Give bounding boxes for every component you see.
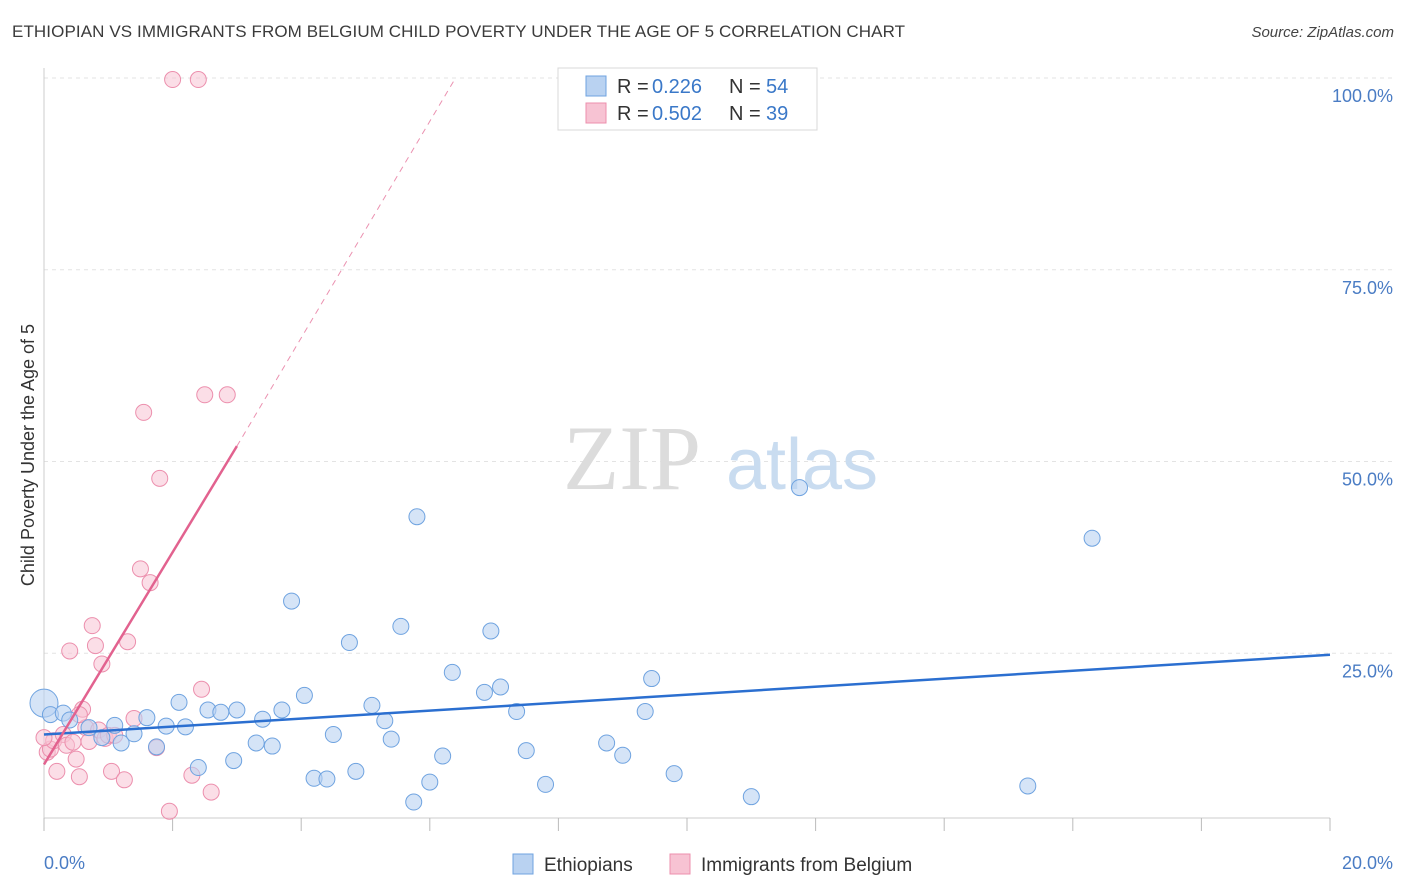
trend-line-belgium-extension xyxy=(236,77,456,447)
point-ethiopians xyxy=(212,703,230,721)
gridlines xyxy=(44,77,1392,654)
point-belgium xyxy=(189,71,207,89)
point-belgium xyxy=(48,762,66,780)
series-legend-label-ethiopians: Ethiopians xyxy=(544,855,633,876)
point-ethiopians xyxy=(636,703,654,721)
point-ethiopians xyxy=(742,788,760,806)
point-ethiopians xyxy=(93,729,111,747)
point-belgium xyxy=(67,750,85,768)
legend-n-value-ethiopians: 54 xyxy=(766,76,788,98)
x-tick-label-max: 20.0% xyxy=(1342,853,1393,873)
legend-r-label-belgium: R = xyxy=(617,103,649,125)
point-belgium xyxy=(202,783,220,801)
point-belgium xyxy=(61,642,79,660)
legend-n-value-belgium: 39 xyxy=(766,103,788,125)
point-belgium xyxy=(103,762,121,780)
point-ethiopians xyxy=(295,686,313,704)
legend-swatch-ethiopians xyxy=(585,75,607,97)
y-tick-label: 100.0% xyxy=(1332,86,1393,106)
point-ethiopians xyxy=(475,683,493,701)
point-ethiopians xyxy=(408,508,426,526)
point-ethiopians xyxy=(1019,777,1037,795)
series-ethiopians xyxy=(29,479,1101,811)
point-ethiopians xyxy=(791,479,809,497)
point-ethiopians xyxy=(189,759,207,777)
point-belgium xyxy=(151,469,169,487)
point-ethiopians xyxy=(254,710,272,728)
point-ethiopians xyxy=(138,709,156,727)
point-belgium xyxy=(196,386,214,404)
y-tick-labels: 25.0% 50.0% 75.0% 100.0% xyxy=(1332,86,1393,681)
legend-swatch-belgium xyxy=(585,102,607,124)
point-ethiopians xyxy=(405,793,423,811)
point-belgium xyxy=(218,386,236,404)
point-ethiopians xyxy=(170,693,188,711)
point-ethiopians xyxy=(228,701,246,719)
y-tick-label: 50.0% xyxy=(1342,470,1393,490)
point-ethiopians xyxy=(614,746,632,764)
point-ethiopians xyxy=(340,634,358,652)
point-ethiopians xyxy=(363,696,381,714)
point-ethiopians xyxy=(273,701,291,719)
x-axis-ticks xyxy=(43,818,1331,831)
point-belgium xyxy=(70,768,88,786)
point-belgium xyxy=(164,71,182,89)
point-belgium xyxy=(193,680,211,698)
x-tick-label-min: 0.0% xyxy=(44,853,85,873)
point-belgium xyxy=(160,802,178,820)
point-ethiopians xyxy=(598,734,616,752)
chart-title: ETHIOPIAN VS IMMIGRANTS FROM BELGIUM CHI… xyxy=(12,22,906,41)
legend-r-value-belgium: 0.502 xyxy=(652,103,702,125)
point-belgium xyxy=(86,637,104,655)
point-belgium xyxy=(135,403,153,421)
point-belgium xyxy=(83,617,101,635)
legend-n-label-belgium: N = xyxy=(729,103,761,125)
point-ethiopians xyxy=(508,703,526,721)
point-ethiopians xyxy=(382,730,400,748)
legend-r-value-ethiopians: 0.226 xyxy=(652,76,702,98)
point-ethiopians xyxy=(492,678,510,696)
point-ethiopians xyxy=(347,762,365,780)
point-belgium xyxy=(35,729,53,747)
point-ethiopians xyxy=(376,712,394,730)
series-legend-swatch-ethiopians xyxy=(512,853,534,875)
point-ethiopians xyxy=(643,670,661,688)
source-label: Source: ZipAtlas.com xyxy=(1251,24,1394,41)
trend-line-belgium xyxy=(42,445,238,766)
trend-lines xyxy=(42,77,1331,766)
point-ethiopians xyxy=(1083,529,1101,547)
point-ethiopians xyxy=(263,737,281,755)
point-ethiopians xyxy=(665,765,683,783)
series-legend-swatch-belgium xyxy=(669,853,691,875)
point-belgium xyxy=(115,771,133,789)
point-ethiopians xyxy=(318,770,336,788)
point-belgium xyxy=(131,560,149,578)
stats-legend: R = 0.226 N = 54 R = 0.502 N = 39 xyxy=(557,67,818,131)
point-ethiopians xyxy=(482,622,500,640)
trend-line-ethiopians xyxy=(43,653,1331,736)
point-ethiopians xyxy=(392,617,410,635)
legend-n-label-ethiopians: N = xyxy=(729,76,761,98)
series-legend-label-belgium: Immigrants from Belgium xyxy=(701,855,912,876)
y-tick-label: 25.0% xyxy=(1342,661,1393,681)
point-ethiopians xyxy=(443,663,461,681)
point-ethiopians xyxy=(148,738,166,756)
point-ethiopians xyxy=(517,742,535,760)
y-axis-title: Child Poverty Under the Age of 5 xyxy=(18,324,38,586)
point-ethiopians xyxy=(324,726,342,744)
point-ethiopians xyxy=(225,752,243,770)
point-belgium xyxy=(64,733,82,751)
series-legend: Ethiopians Immigrants from Belgium xyxy=(512,853,912,876)
point-ethiopians xyxy=(421,773,439,791)
point-ethiopians xyxy=(434,747,452,765)
y-tick-label: 75.0% xyxy=(1342,278,1393,298)
point-ethiopians xyxy=(247,734,265,752)
point-ethiopians xyxy=(283,592,301,610)
point-ethiopians xyxy=(537,775,555,793)
watermark-zip: ZIP xyxy=(563,407,701,509)
point-ethiopians xyxy=(112,734,130,752)
legend-r-label-ethiopians: R = xyxy=(617,76,649,98)
